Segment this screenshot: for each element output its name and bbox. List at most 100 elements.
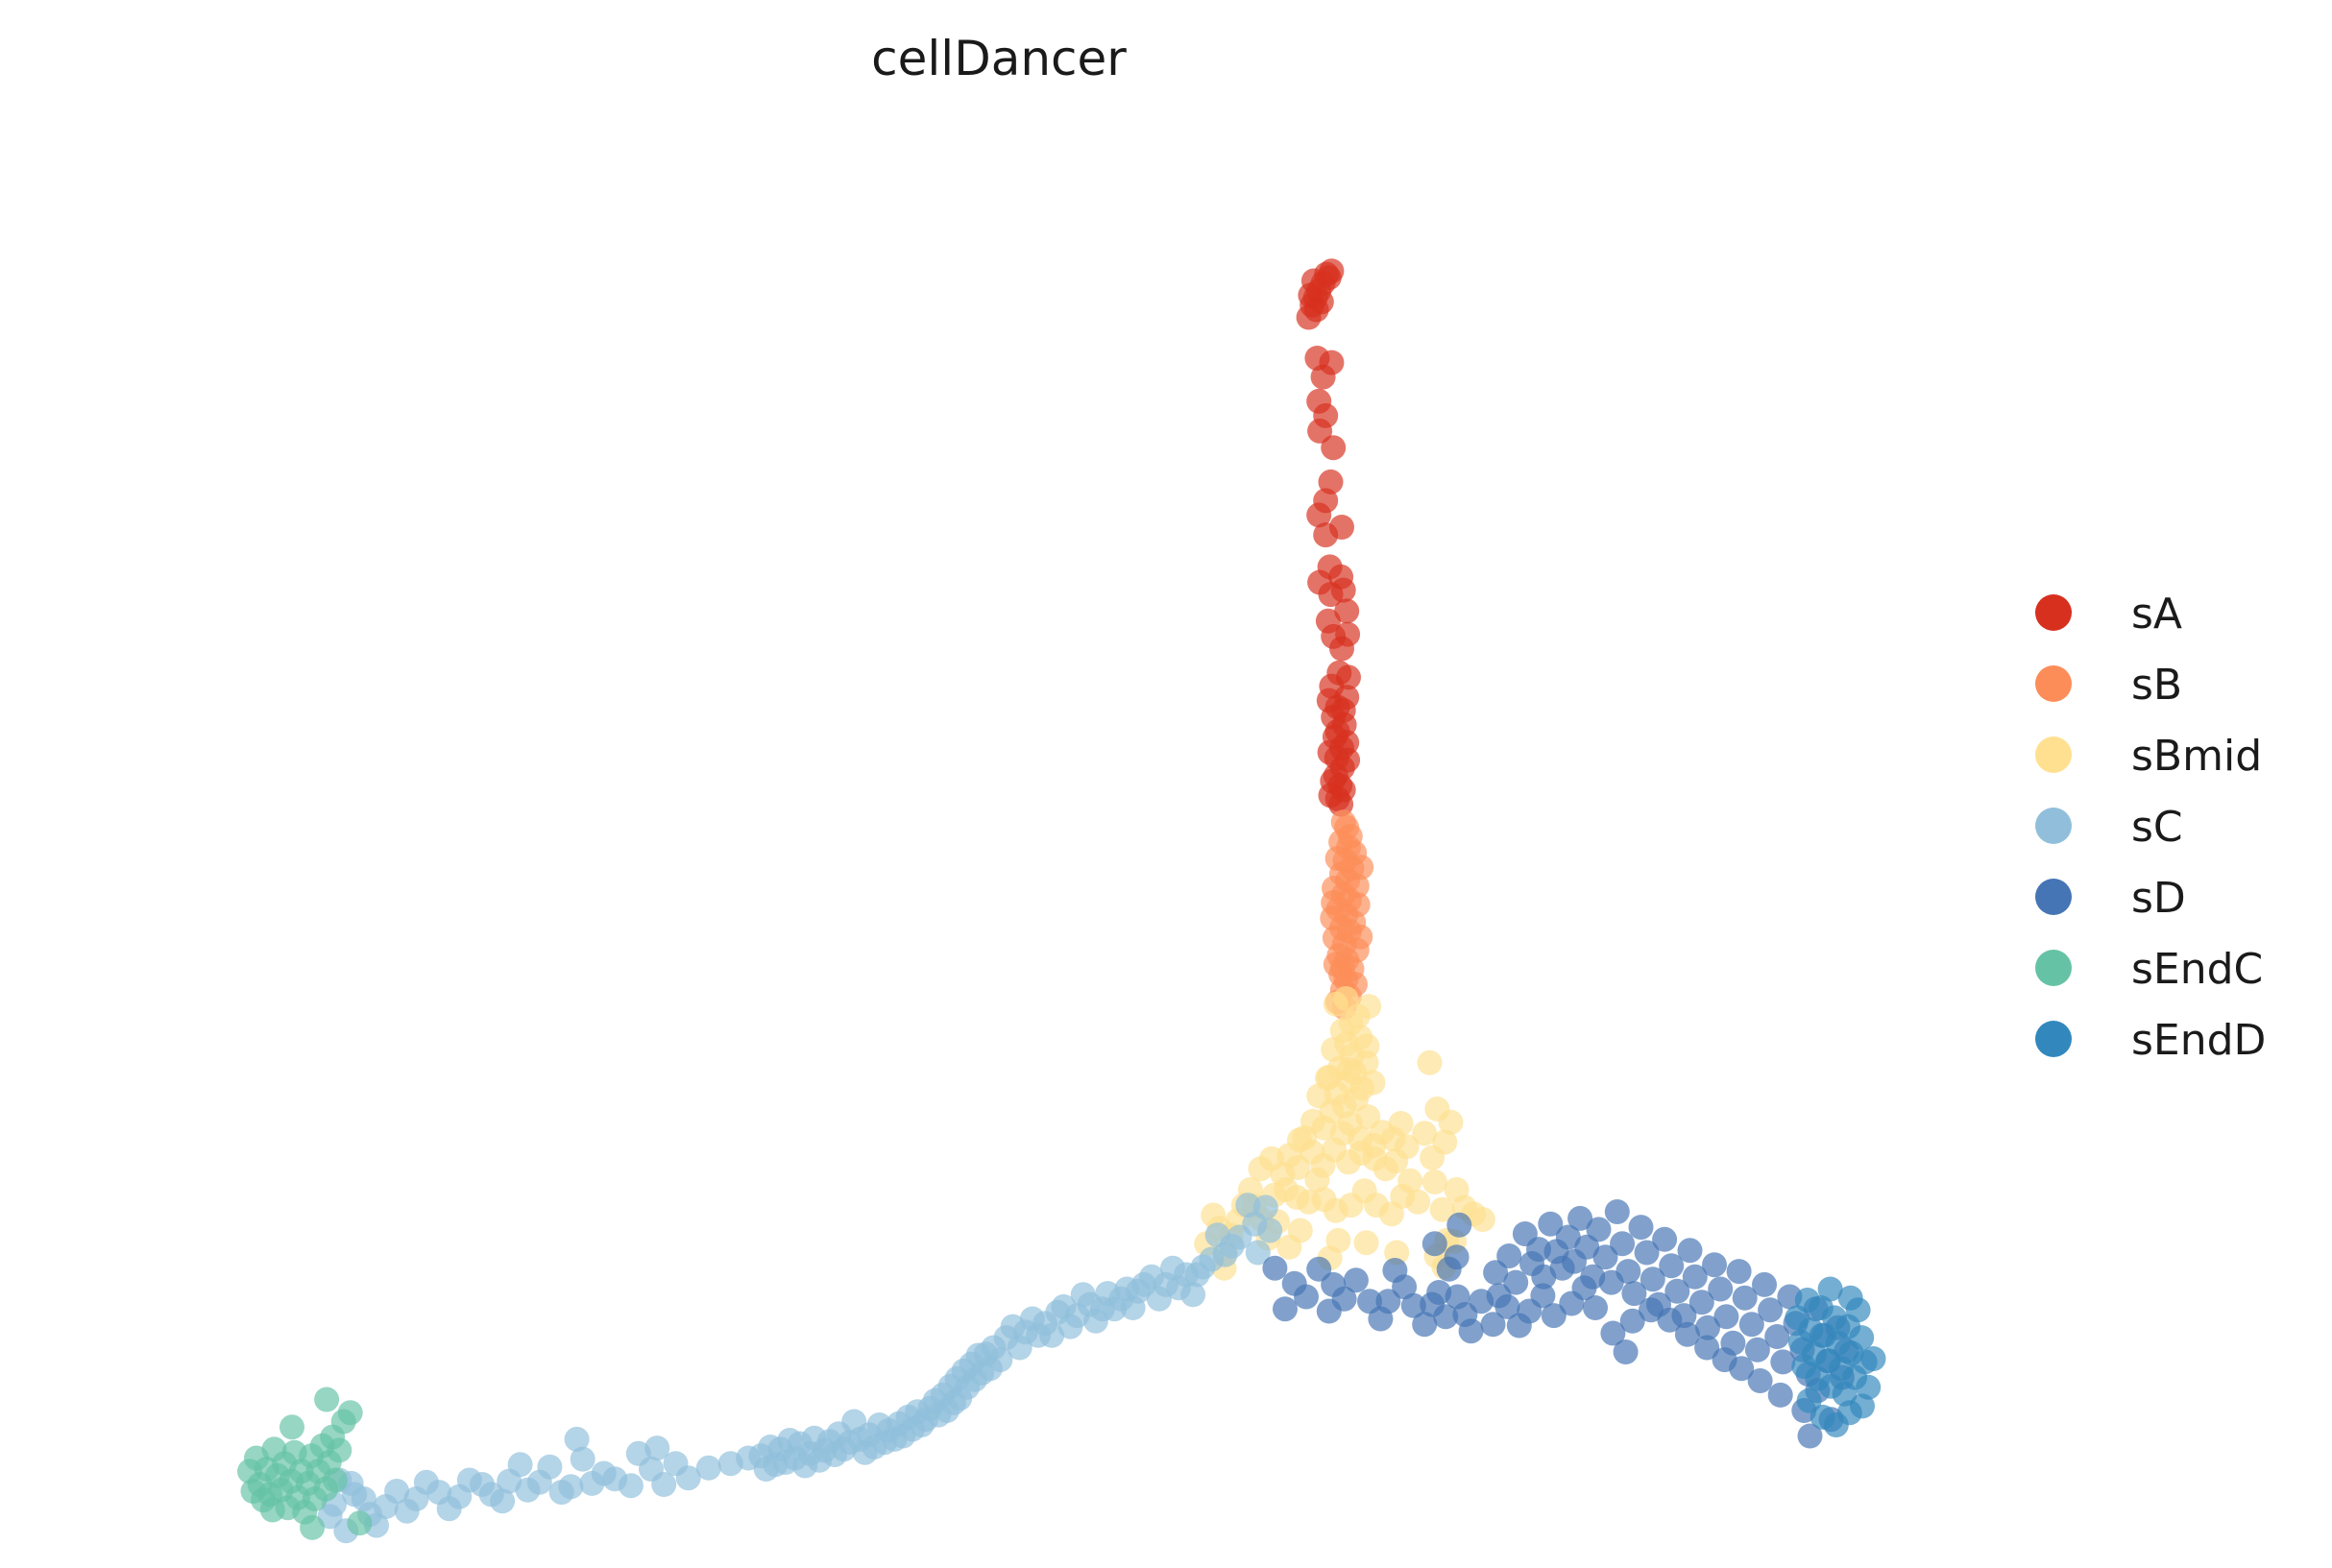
point-sD-2: [1446, 1212, 1472, 1238]
point-sD-93: [1357, 1289, 1382, 1315]
point-sC-108: [579, 1470, 605, 1496]
legend-label-sB: sB: [2131, 661, 2182, 710]
point-sD-66: [1657, 1307, 1683, 1333]
point-sC-4: [1235, 1193, 1261, 1218]
point-sD-48: [1758, 1297, 1784, 1323]
point-sB-36: [1348, 924, 1373, 950]
point-sBmid-45: [1248, 1156, 1274, 1182]
point-sC-117: [497, 1468, 522, 1494]
point-sD-73: [1559, 1291, 1585, 1316]
point-sD-45: [1738, 1312, 1764, 1338]
point-sD-29: [1640, 1266, 1665, 1292]
legend-marker-sB: [2035, 665, 2072, 702]
legend-marker-sA: [2035, 594, 2072, 631]
point-sD-40: [1708, 1276, 1734, 1302]
point-sD-65: [1674, 1321, 1700, 1347]
legend-label-sC: sC: [2131, 803, 2183, 852]
point-sD-25: [1615, 1259, 1641, 1285]
point-sBmid-3: [1356, 994, 1382, 1020]
legend-item-sD: sD: [2035, 874, 2186, 923]
point-sC-127: [394, 1498, 420, 1524]
point-sD-101: [1273, 1296, 1298, 1322]
point-sD-61: [1747, 1368, 1773, 1393]
point-sEndD-19: [1849, 1325, 1875, 1351]
series-sA: [1296, 258, 1361, 817]
point-sD-23: [1604, 1199, 1630, 1224]
legend-item-sC: sC: [2035, 803, 2183, 852]
point-sD-70: [1600, 1320, 1626, 1346]
legend-marker-sEndC: [2035, 950, 2072, 986]
point-sEndC-26: [240, 1479, 266, 1504]
legend-marker-sEndD: [2035, 1021, 2072, 1057]
point-sD-87: [1412, 1312, 1438, 1338]
point-sB-39: [1329, 954, 1355, 980]
point-sC-8: [1204, 1222, 1230, 1248]
point-sEndC-27: [237, 1459, 262, 1484]
point-sD-94: [1343, 1267, 1369, 1293]
point-sA-14: [1310, 364, 1336, 390]
point-sEndD-21: [1856, 1374, 1882, 1400]
point-sA-29: [1334, 598, 1360, 624]
point-sD-68: [1619, 1308, 1645, 1334]
point-sEndC-28: [337, 1400, 363, 1426]
point-sBmid-65: [1429, 1196, 1455, 1222]
point-sC-115: [515, 1477, 541, 1503]
point-sC-98: [695, 1455, 721, 1481]
point-sD-74: [1541, 1303, 1567, 1329]
point-sD-49: [1764, 1324, 1790, 1349]
point-sC-109: [570, 1446, 595, 1472]
point-sD-100: [1281, 1270, 1307, 1296]
point-sBmid-1: [1323, 991, 1348, 1017]
point-sA-9: [1300, 268, 1326, 294]
point-sD-33: [1664, 1278, 1690, 1304]
point-sBmid-97: [1336, 1056, 1362, 1082]
legend-label-sEndC: sEndC: [2131, 945, 2263, 994]
point-sD-90: [1382, 1258, 1408, 1283]
point-sA-19: [1318, 469, 1344, 495]
point-sD-88: [1400, 1292, 1426, 1318]
point-sBmid-79: [1276, 1234, 1302, 1260]
series-sEndC: [237, 1387, 373, 1540]
point-sBmid-28: [1388, 1111, 1414, 1136]
point-sEndD-22: [1796, 1387, 1822, 1413]
series-sEndD: [1785, 1276, 1886, 1437]
point-sB-38: [1348, 855, 1374, 880]
series-sC: [317, 1193, 1283, 1544]
point-sD-63: [1712, 1347, 1737, 1373]
point-sD-71: [1583, 1295, 1608, 1320]
point-sD-38: [1695, 1315, 1720, 1340]
point-sD-7: [1503, 1269, 1529, 1295]
point-sD-4: [1483, 1260, 1509, 1286]
point-sBmid-63: [1412, 1121, 1438, 1146]
point-sA-33: [1329, 636, 1354, 662]
point-sD-31: [1652, 1226, 1678, 1252]
point-sD-6: [1496, 1243, 1522, 1268]
point-sC-100: [663, 1451, 689, 1477]
point-sA-28: [1318, 582, 1344, 608]
point-sA-17: [1307, 418, 1333, 444]
point-sEndD-27: [1860, 1346, 1886, 1371]
series-sB: [1320, 809, 1374, 1021]
chart-title: cellDancer: [871, 31, 1127, 86]
legend-marker-sD: [2035, 879, 2072, 915]
point-sBmid-69: [1470, 1207, 1495, 1232]
point-sD-32: [1659, 1253, 1685, 1279]
point-sD-64: [1694, 1335, 1720, 1361]
point-sC-97: [717, 1451, 743, 1477]
point-sBmid-61: [1424, 1097, 1450, 1122]
point-sD-28: [1634, 1240, 1660, 1266]
point-sBmid-38: [1304, 1167, 1330, 1193]
point-sA-23: [1313, 522, 1339, 548]
point-sD-37: [1688, 1290, 1714, 1315]
point-sBmid-98: [1354, 1033, 1380, 1059]
legend-item-sBmid: sBmid: [2035, 732, 2262, 781]
point-sD-98: [1306, 1256, 1332, 1282]
point-sD-107: [1797, 1423, 1823, 1449]
point-sB-37: [1321, 890, 1347, 915]
point-sBmid-75: [1353, 1230, 1379, 1256]
point-sBmid-96: [1315, 1065, 1340, 1091]
point-sEndC-33: [259, 1497, 285, 1523]
point-sEndD-29: [1837, 1285, 1863, 1311]
